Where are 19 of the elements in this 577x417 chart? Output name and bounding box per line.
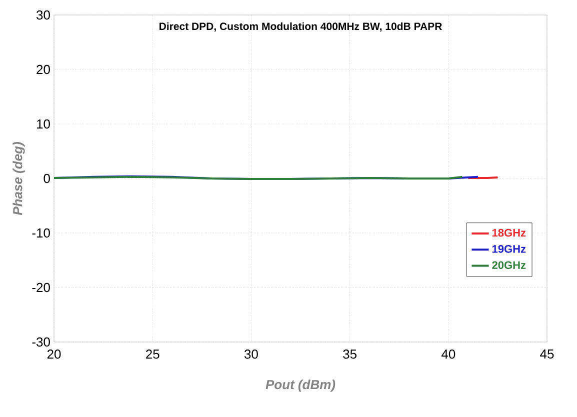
y-tick-label: 30 [36,10,50,20]
y-tick-label: 10 [36,119,50,129]
text: Direct DPD, Custom Modulation 400MHz BW, 10dB PAPR [160,22,442,32]
y-tick-label: 20 [36,64,50,74]
y-tick-label: -10 [32,228,50,238]
x-tick-label: 30 [244,350,258,359]
y-tick-label: 0 [44,174,50,184]
y-tick-label: -20 [32,282,50,292]
x-axis-title: Pout (dBm) [266,380,336,392]
x-tick-label: 35 [343,350,356,359]
legend-label: 19GHz [492,245,526,253]
x-tick-label: 20 [47,350,61,359]
y-tick-label: -30 [32,337,50,347]
legend-label: 20GHz [492,261,526,270]
legend-label: 18GHz [492,228,526,237]
x-tick-label: 40 [441,350,456,359]
y-axis-title: Phase (deg) [12,142,25,216]
x-tick-label: 25 [146,350,160,359]
x-tick-label: 45 [540,350,554,359]
